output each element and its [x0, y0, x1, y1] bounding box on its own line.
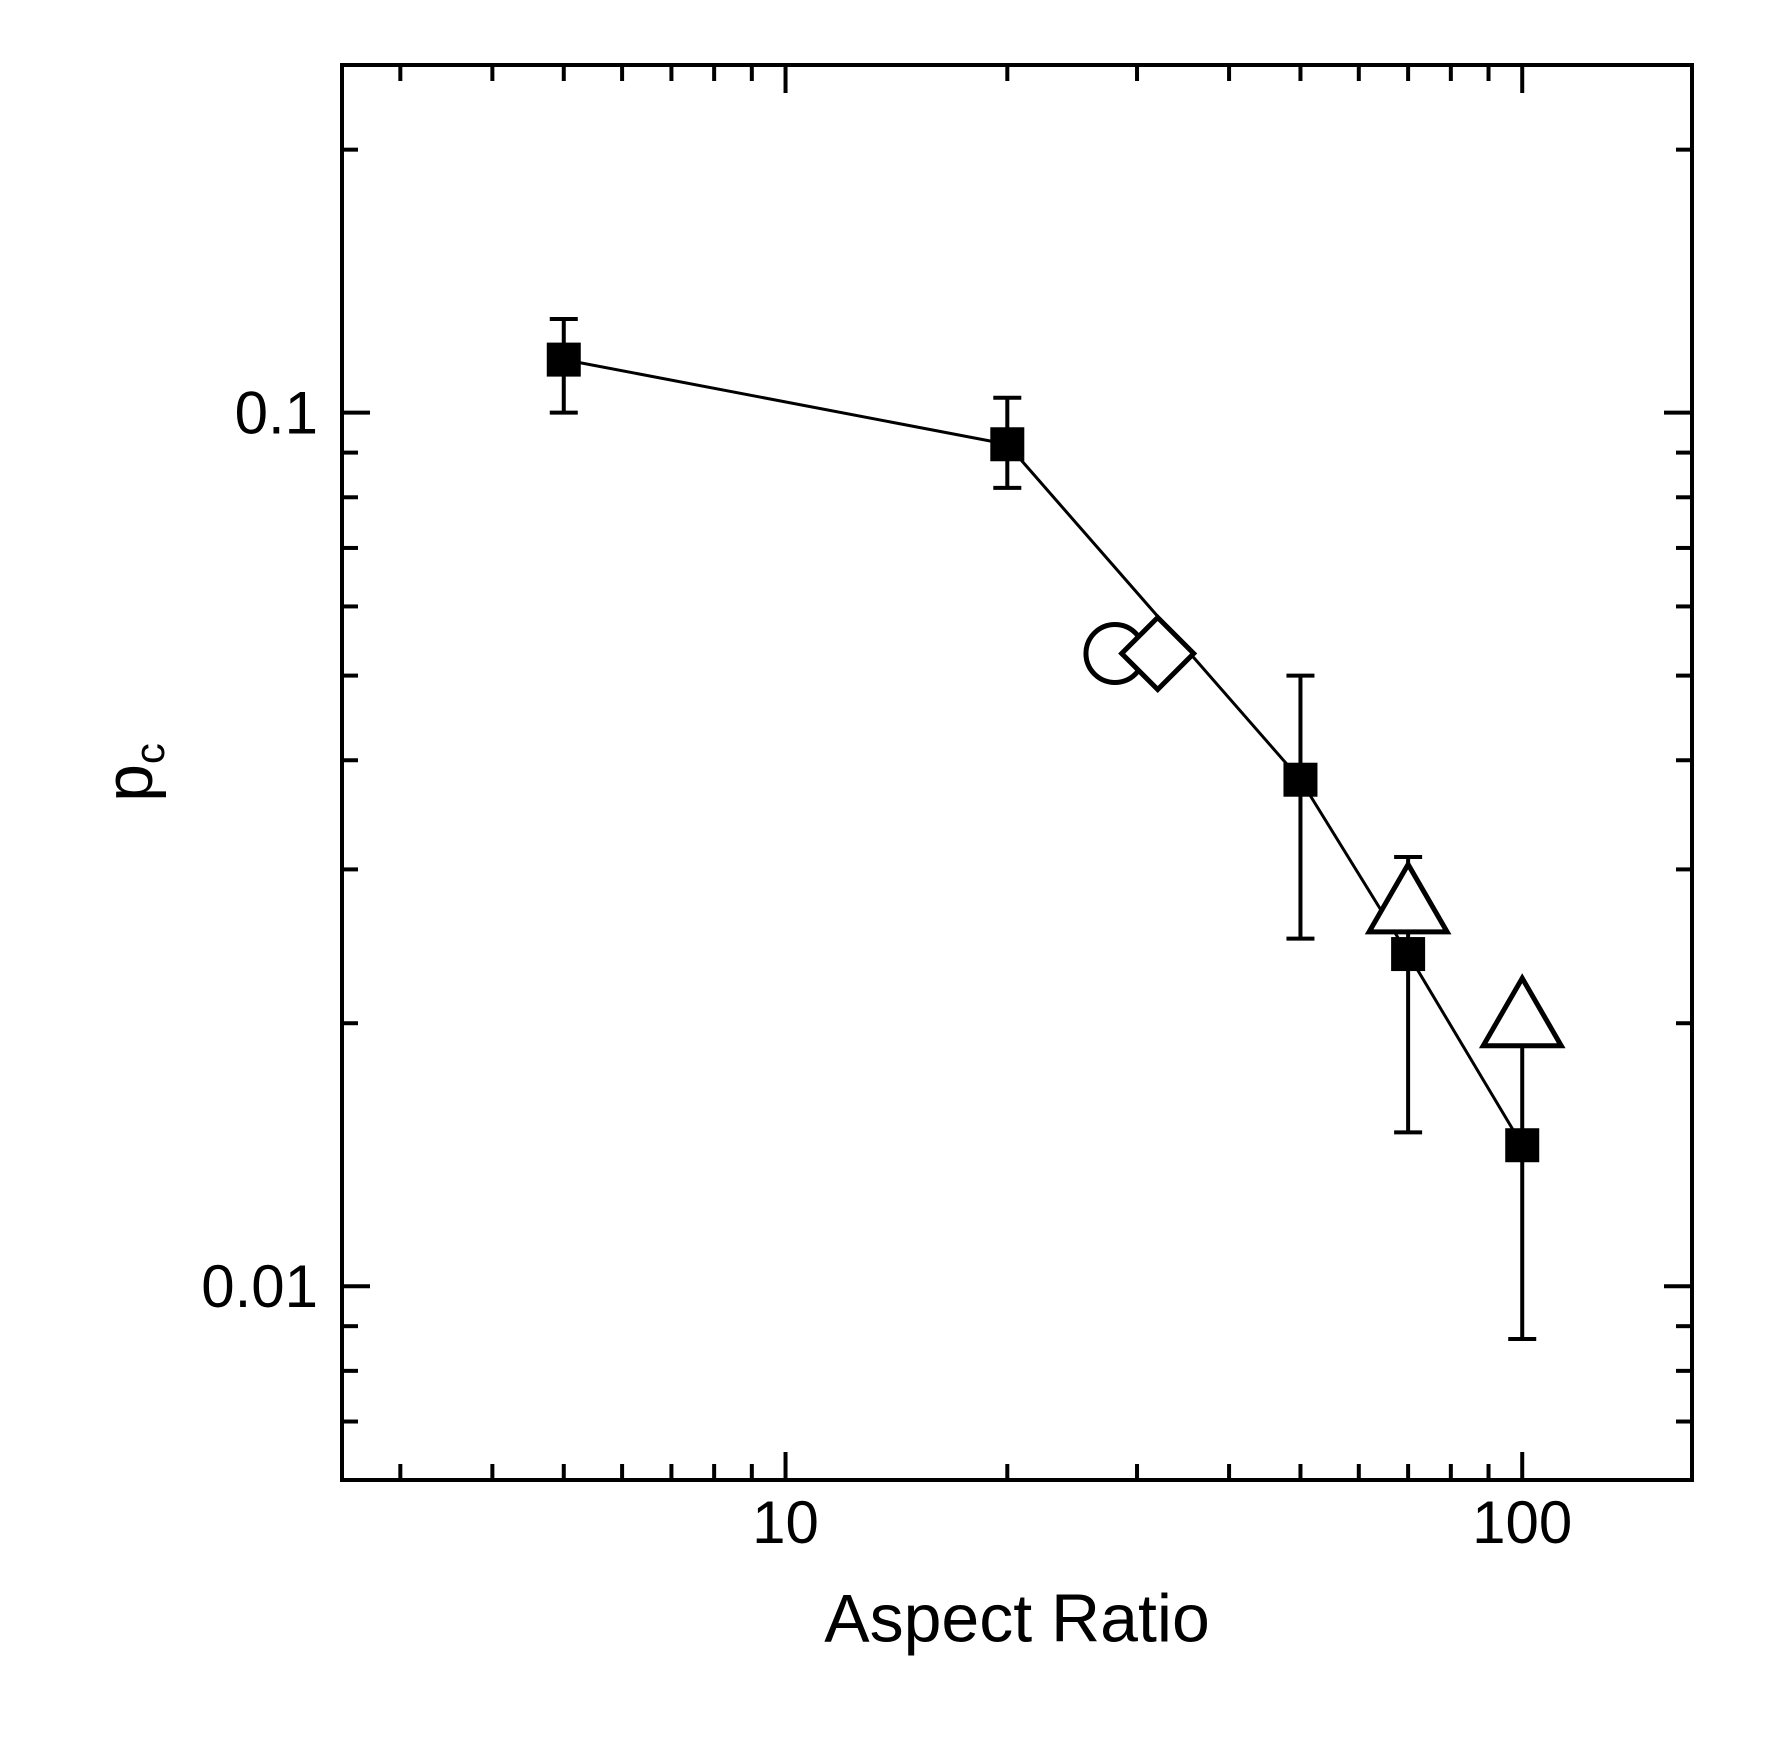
y-tick-label: 0.1: [235, 380, 318, 447]
x-axis-label: Aspect Ratio: [824, 1581, 1210, 1657]
y-tick-label: 0.01: [201, 1253, 318, 1320]
marker-square: [1283, 763, 1317, 797]
chart-svg: 101000.010.1Aspect Ratiopc: [0, 0, 1776, 1761]
marker-square: [1391, 937, 1425, 971]
marker-square: [547, 343, 581, 377]
chart: 101000.010.1Aspect Ratiopc: [0, 0, 1776, 1761]
x-tick-label: 10: [752, 1489, 819, 1556]
x-tick-label: 100: [1472, 1489, 1572, 1556]
marker-square: [990, 427, 1024, 461]
marker-square: [1505, 1128, 1539, 1162]
